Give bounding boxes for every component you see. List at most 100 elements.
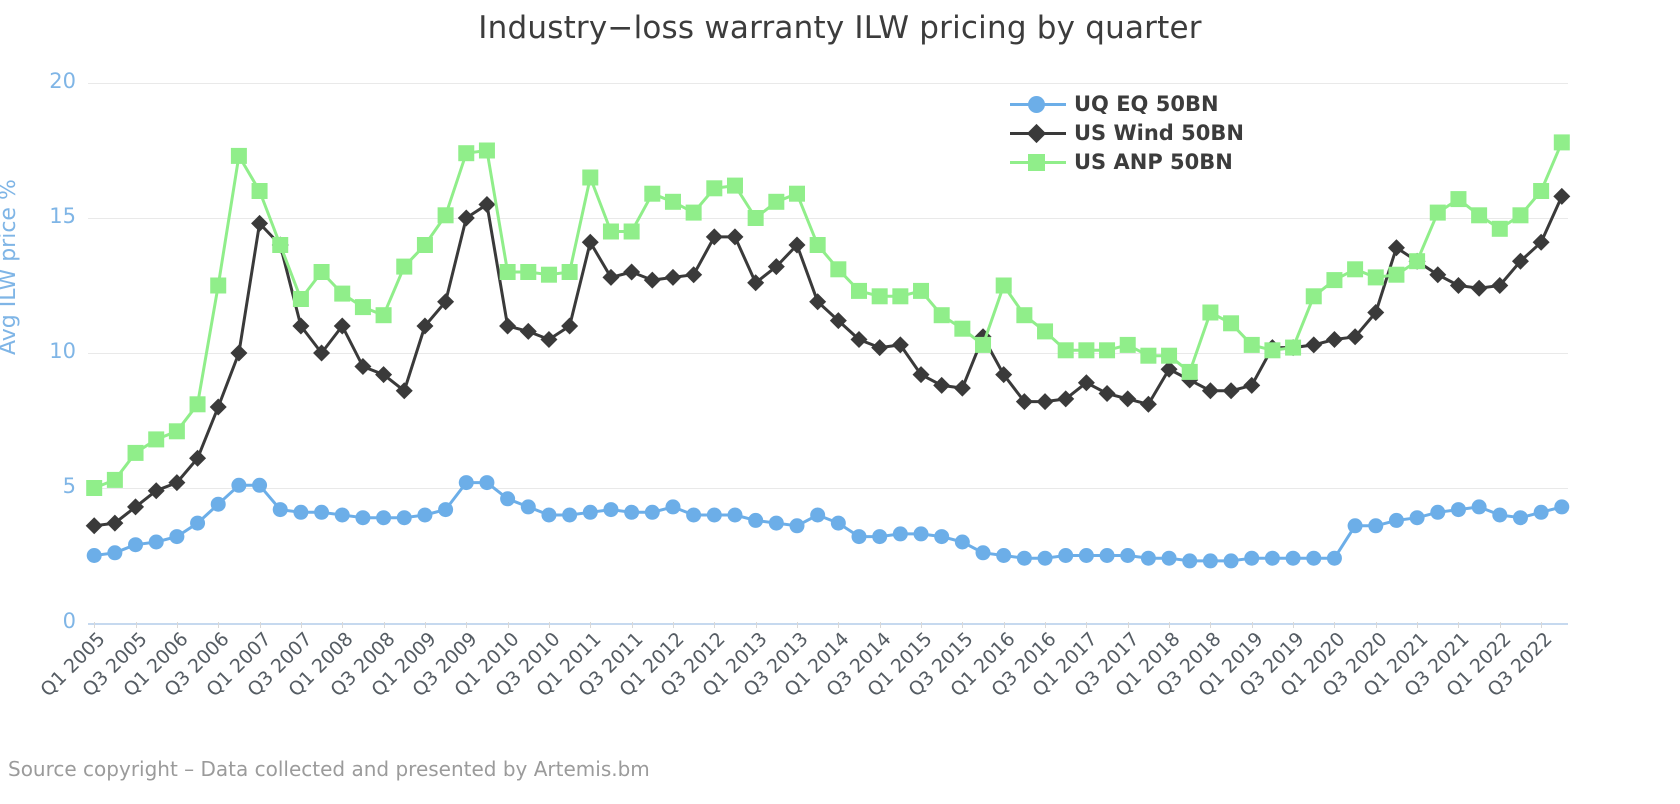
data-point[interactable] (189, 449, 207, 467)
data-point[interactable] (1243, 376, 1261, 394)
data-point[interactable] (230, 147, 247, 164)
data-point[interactable] (375, 307, 392, 324)
data-point[interactable] (705, 228, 723, 246)
data-point[interactable] (706, 507, 722, 523)
data-point[interactable] (251, 183, 268, 199)
data-point[interactable] (643, 271, 661, 289)
legend-item-uq-eq-50bn[interactable]: UQ EQ 50BN (1010, 90, 1244, 118)
data-point[interactable] (86, 480, 103, 496)
data-point[interactable] (230, 344, 248, 362)
data-point[interactable] (541, 507, 557, 523)
data-point[interactable] (685, 204, 702, 221)
data-point[interactable] (1471, 207, 1488, 224)
data-point[interactable] (686, 507, 702, 523)
data-point[interactable] (168, 474, 186, 492)
data-point[interactable] (354, 299, 371, 316)
data-point[interactable] (1450, 191, 1467, 208)
data-point[interactable] (189, 396, 206, 413)
data-point[interactable] (272, 237, 289, 253)
data-point[interactable] (788, 236, 806, 254)
data-point[interactable] (748, 512, 764, 528)
data-point[interactable] (789, 518, 805, 534)
data-point[interactable] (416, 237, 433, 253)
data-point[interactable] (995, 366, 1013, 384)
data-point[interactable] (499, 317, 517, 335)
data-point[interactable] (664, 268, 682, 286)
data-point[interactable] (520, 499, 536, 515)
data-point[interactable] (1429, 204, 1446, 221)
data-point[interactable] (540, 331, 558, 348)
data-point[interactable] (1532, 233, 1550, 251)
data-point[interactable] (1222, 382, 1240, 400)
data-point[interactable] (602, 268, 620, 286)
data-point[interactable] (1492, 507, 1508, 523)
data-point[interactable] (933, 376, 951, 394)
data-point[interactable] (354, 358, 372, 375)
data-point[interactable] (499, 264, 516, 280)
data-point[interactable] (1388, 512, 1404, 528)
data-point[interactable] (1388, 266, 1405, 283)
data-point[interactable] (1367, 304, 1385, 321)
data-point[interactable] (293, 504, 309, 520)
data-point[interactable] (913, 282, 930, 299)
data-point[interactable] (1140, 347, 1157, 364)
data-point[interactable] (458, 475, 474, 491)
data-point[interactable] (1367, 269, 1384, 286)
data-point[interactable] (416, 317, 434, 335)
data-point[interactable] (396, 258, 413, 275)
data-point[interactable] (168, 423, 185, 440)
data-point[interactable] (830, 515, 846, 531)
data-point[interactable] (1305, 288, 1322, 305)
data-point[interactable] (954, 320, 971, 337)
data-point[interactable] (1182, 553, 1198, 569)
data-point[interactable] (603, 502, 619, 518)
data-point[interactable] (954, 534, 970, 550)
data-point[interactable] (1429, 266, 1447, 284)
data-point[interactable] (1016, 307, 1033, 324)
data-point[interactable] (1078, 548, 1094, 563)
data-point[interactable] (86, 548, 102, 563)
data-point[interactable] (1098, 385, 1116, 402)
data-point[interactable] (292, 291, 309, 307)
data-point[interactable] (664, 193, 681, 210)
data-point[interactable] (1326, 272, 1343, 289)
data-point[interactable] (1037, 323, 1054, 340)
data-point[interactable] (1099, 548, 1115, 563)
data-point[interactable] (107, 545, 123, 561)
data-point[interactable] (892, 526, 908, 542)
data-point[interactable] (1243, 336, 1260, 353)
data-point[interactable] (127, 498, 145, 516)
data-point[interactable] (1202, 304, 1219, 321)
data-point[interactable] (272, 502, 288, 518)
data-point[interactable] (147, 482, 165, 500)
data-point[interactable] (395, 382, 413, 400)
data-point[interactable] (478, 196, 496, 213)
data-point[interactable] (1553, 187, 1571, 205)
data-point[interactable] (190, 515, 206, 531)
data-point[interactable] (375, 366, 393, 384)
data-point[interactable] (1511, 252, 1529, 270)
data-point[interactable] (210, 496, 226, 512)
data-point[interactable] (1244, 550, 1260, 566)
data-point[interactable] (1305, 336, 1323, 354)
data-point[interactable] (1553, 134, 1570, 151)
data-point[interactable] (169, 529, 185, 545)
data-point[interactable] (665, 499, 681, 515)
data-point[interactable] (623, 263, 641, 281)
data-point[interactable] (106, 514, 124, 532)
data-point[interactable] (851, 529, 867, 545)
data-point[interactable] (975, 545, 991, 561)
data-point[interactable] (1058, 548, 1074, 563)
data-point[interactable] (561, 264, 578, 280)
data-point[interactable] (726, 177, 743, 194)
data-point[interactable] (1140, 550, 1156, 566)
data-point[interactable] (747, 274, 765, 292)
data-point[interactable] (747, 210, 764, 226)
data-point[interactable] (561, 317, 579, 335)
data-point[interactable] (128, 537, 144, 553)
data-point[interactable] (396, 510, 412, 526)
data-point[interactable] (871, 339, 889, 357)
data-point[interactable] (913, 526, 929, 542)
data-point[interactable] (830, 261, 847, 278)
data-point[interactable] (478, 142, 495, 159)
